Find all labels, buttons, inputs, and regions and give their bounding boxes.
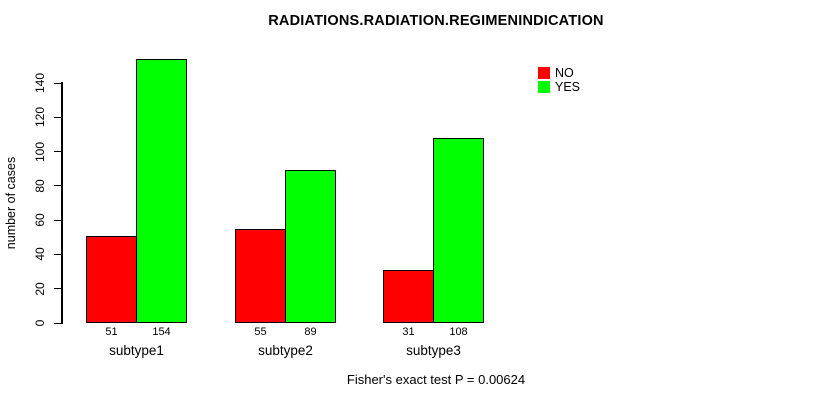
y-tick-mark <box>54 219 62 221</box>
y-tick-label: 60 <box>33 213 47 227</box>
y-tick-mark <box>54 253 62 255</box>
bar-value-label: 89 <box>304 326 317 338</box>
annotation-text: Fisher's exact test P = 0.00624 <box>346 372 526 387</box>
bar-no-subtype1 <box>86 235 137 323</box>
bar-no-subtype3 <box>383 269 434 323</box>
legend-label: NO <box>555 66 574 80</box>
y-tick-mark <box>54 116 62 118</box>
bar-yes-subtype2 <box>285 170 336 323</box>
bar-value-label: 31 <box>402 326 415 338</box>
y-tick-mark <box>54 288 62 290</box>
y-tick-label: 80 <box>33 179 47 193</box>
y-tick-mark <box>54 151 62 153</box>
y-tick-mark <box>54 322 62 324</box>
legend: NO YES <box>538 66 580 94</box>
bar-value-label: 55 <box>254 326 267 338</box>
x-category-label-subtype3: subtype3 <box>406 343 461 358</box>
bar-no-subtype2 <box>235 228 286 323</box>
y-tick-label: 120 <box>33 107 47 128</box>
bar-yes-subtype3 <box>433 137 484 323</box>
y-tick-mark <box>54 82 62 84</box>
x-category-label-subtype2: subtype2 <box>258 343 313 358</box>
y-tick-label: 0 <box>33 319 47 327</box>
chart-title: RADIATIONS.RADIATION.REGIMENINDICATION <box>268 13 604 29</box>
legend-swatch-no <box>538 67 550 79</box>
bar-yes-subtype1 <box>136 59 187 323</box>
y-tick-label: 40 <box>33 247 47 262</box>
legend-label: YES <box>555 80 581 94</box>
x-category-label-subtype1: subtype1 <box>109 343 164 358</box>
y-tick-label: 100 <box>33 141 47 162</box>
y-tick-mark <box>54 185 62 187</box>
y-axis-label: number of cases <box>4 156 18 250</box>
bar-value-label: 51 <box>105 326 118 338</box>
bar-value-label: 154 <box>152 326 171 338</box>
y-axis-line <box>61 82 63 324</box>
y-tick-label: 20 <box>33 282 47 296</box>
legend-item-yes: YES <box>538 80 580 94</box>
bar-value-label: 108 <box>449 326 468 338</box>
legend-item-no: NO <box>538 66 580 80</box>
legend-swatch-yes <box>538 81 550 93</box>
y-tick-label: 140 <box>33 72 47 94</box>
